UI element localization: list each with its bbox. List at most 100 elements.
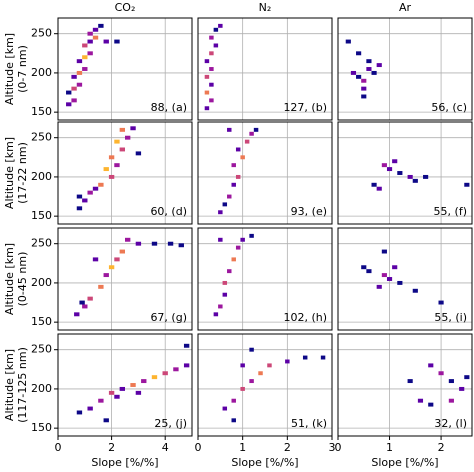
heat-cell [103,39,109,44]
x-tick-label: 3 [329,441,336,454]
heat-cell [235,174,241,179]
heat-cell [218,237,223,242]
heat-cell [82,67,88,71]
y-axis-label: (17-22 nm) [16,142,29,204]
heat-cell [231,182,236,187]
heat-cell [361,265,367,270]
heat-cell [361,86,367,91]
annotation: 102, (h) [283,311,327,324]
heat-cell [423,174,429,179]
annotation: 93, (e) [291,205,327,218]
heat-cell [103,167,109,172]
heat-cell [204,106,210,111]
heat-cell [82,43,88,48]
heat-cell [371,70,377,75]
heat-cell [464,182,470,187]
heat-cell [114,257,120,262]
y-tick-label: 250 [31,237,52,250]
heat-cell [119,147,125,152]
heat-cell [244,139,250,144]
heat-cell [135,390,142,395]
heat-cell [114,139,120,144]
heat-cell [71,86,77,91]
column-title: N₂ [259,1,272,14]
panel-frame [337,17,473,121]
heat-cell [119,127,125,132]
heat-cell [209,82,214,87]
heat-cell [448,398,454,403]
annotation: 88, (a) [151,101,187,114]
column-title: Ar [399,1,412,14]
x-tick-label: 4 [162,441,169,454]
panel-frame [57,17,193,121]
x-tick-label: 0 [335,441,342,454]
heat-cell [231,257,236,262]
heat-cell [151,241,158,246]
heat-cell [448,379,454,384]
heat-cell [82,198,88,203]
heat-cell [71,98,77,103]
heat-cell [397,280,403,285]
panel-frame [57,121,193,225]
heat-cell [240,155,245,160]
heat-cell [249,379,254,384]
panel-frame [197,333,333,437]
panel-frame [197,227,333,331]
heat-cell [366,67,372,71]
heat-cell [392,265,398,270]
heat-cell [98,23,104,28]
x-tick-label: 0 [55,441,62,454]
heat-cell [209,35,214,40]
annotation: 55, (i) [434,311,467,324]
heat-cell [209,67,214,71]
heat-cell [204,90,210,95]
heat-cell [222,292,228,297]
panel-frame [57,333,193,437]
x-tick-label: 1 [239,441,246,454]
panel-frame [197,17,333,121]
heat-cell [66,90,72,95]
heat-cell [428,402,434,407]
heat-cell [407,379,413,384]
panel [338,18,472,120]
panel-frame [197,121,333,225]
heat-cell [222,202,228,207]
heat-cell [74,312,80,317]
heat-cell [178,243,184,248]
y-tick-label: 150 [31,209,52,222]
heat-cell [213,27,219,32]
heat-cell [98,182,104,187]
heat-cell [92,27,99,32]
heat-cell [87,39,93,44]
heat-cell [204,59,210,64]
heat-cell [76,194,83,199]
x-axis-label: Slope [%/%] [371,456,438,469]
heat-cell [412,178,418,183]
panel [58,122,192,224]
heat-cell [125,135,131,140]
heat-cell [227,127,232,132]
panel-frame [57,227,193,331]
heat-cell [381,249,387,254]
x-tick-label: 2 [284,441,291,454]
heat-cell [222,406,228,411]
heat-cell [235,147,241,152]
heat-cell [76,70,83,75]
y-axis-label: (117-125 nm) [16,347,29,423]
column-title: CO₂ [115,1,136,14]
panel [58,334,192,436]
heat-cell [231,163,236,168]
heat-cell [320,355,326,360]
heat-cell [213,312,219,317]
heat-cell [361,78,367,83]
heat-cell [209,98,214,103]
heat-cell [366,269,372,274]
heat-cell [130,126,136,131]
heat-cell [381,273,387,278]
x-tick-label: 2 [108,441,115,454]
heat-cell [464,375,470,380]
y-axis-label: Altitude [km] [3,137,16,209]
heat-cell [222,280,228,285]
y-axis-label: Altitude [km] [3,33,16,105]
heat-cell [130,383,136,387]
